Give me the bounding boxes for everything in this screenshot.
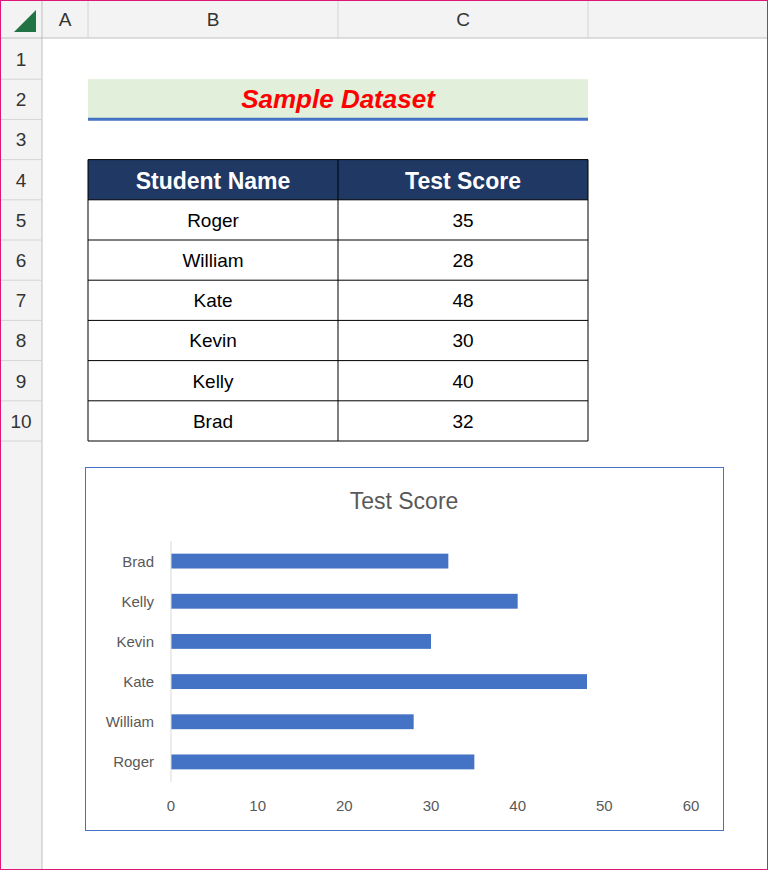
image-border: [1, 1, 768, 870]
table-cell: 32: [452, 411, 473, 432]
row-divider: [0, 400, 42, 401]
table-cell: William: [182, 250, 243, 271]
column-letter: B: [207, 9, 220, 30]
table-border: [588, 160, 589, 441]
table-cell: 28: [452, 250, 473, 271]
row-number: 6: [16, 250, 27, 271]
category-label: Kate: [123, 673, 154, 690]
row-number: 1: [16, 49, 27, 70]
bar: [171, 674, 587, 689]
title-underline: [88, 118, 588, 121]
category-label: William: [106, 713, 154, 730]
header-border: [42, 0, 43, 870]
table-cell: Kevin: [189, 330, 237, 351]
sheet-background: [0, 0, 768, 870]
chart-frame: [86, 468, 724, 831]
table-cell: 48: [452, 290, 473, 311]
page: A B C 1 2 3 4 5 6 7 8 9 10 Sample Dataset Student Name…: [0, 0, 768, 870]
row-number: 7: [16, 290, 27, 311]
row-number: 8: [16, 330, 27, 351]
bar: [171, 554, 448, 569]
row-number: 3: [16, 129, 27, 150]
table-header: Student Name: [136, 168, 291, 194]
header-border: [0, 38, 768, 39]
column-divider: [588, 0, 589, 38]
table-border: [88, 160, 89, 441]
category-axis-line: [171, 541, 172, 782]
table-cell: 35: [452, 210, 473, 231]
row-divider: [0, 79, 42, 80]
table-cell: 40: [452, 371, 473, 392]
bars: [171, 554, 587, 770]
chart-title: Test Score: [350, 488, 459, 514]
tick-label: 30: [423, 797, 440, 814]
table-cell: 30: [452, 330, 473, 351]
row-divider: [0, 159, 42, 160]
bar: [171, 714, 414, 729]
table-cell: Kelly: [192, 371, 234, 392]
tick-label: 60: [683, 797, 700, 814]
column-header-bar: [0, 0, 768, 38]
row-divider: [0, 360, 42, 361]
bar: [171, 634, 431, 649]
row-header-bar: [0, 0, 42, 870]
row-number: 4: [16, 170, 27, 191]
column-letter: C: [456, 9, 470, 30]
row-divider: [0, 119, 42, 120]
tick-label: 50: [596, 797, 613, 814]
category-label: Brad: [122, 553, 154, 570]
tick-label: 10: [249, 797, 266, 814]
category-label: Roger: [113, 753, 154, 770]
row-divider: [0, 320, 42, 321]
row-divider: [0, 280, 42, 281]
bar: [171, 754, 474, 769]
table-cell: Kate: [193, 290, 232, 311]
tick-label: 20: [336, 797, 353, 814]
table-cell: Roger: [187, 210, 239, 231]
table-border: [338, 160, 339, 441]
row-divider: [0, 441, 42, 442]
sheet-title: Sample Dataset: [241, 84, 436, 114]
row-divider: [0, 199, 42, 200]
bar: [171, 594, 518, 609]
title-fill: [88, 79, 588, 119]
select-all-corner: [14, 10, 36, 32]
row-divider: [0, 240, 42, 241]
column-divider: [88, 0, 89, 38]
row-number: 5: [16, 210, 27, 231]
category-label: Kelly: [121, 593, 154, 610]
tick-label: 40: [509, 797, 526, 814]
tick-label: 0: [167, 797, 175, 814]
category-label: Kevin: [116, 633, 154, 650]
column-letter: A: [59, 9, 72, 30]
column-divider: [338, 0, 339, 38]
table-cell: Brad: [193, 411, 233, 432]
row-number: 10: [10, 411, 31, 432]
row-number: 2: [16, 89, 27, 110]
table-header: Test Score: [405, 168, 521, 194]
row-number: 9: [16, 371, 27, 392]
